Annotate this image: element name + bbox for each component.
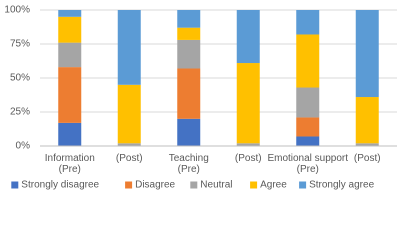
bar-segment bbox=[296, 87, 320, 118]
bar-segment bbox=[58, 16, 82, 43]
bar-segment bbox=[296, 136, 320, 146]
legend-swatch bbox=[190, 181, 198, 189]
y-tick-label: 0% bbox=[16, 141, 31, 152]
x-tick-label: Teaching (Pre) bbox=[169, 153, 209, 175]
bar-segment bbox=[58, 67, 82, 123]
y-tick-label: 50% bbox=[10, 73, 30, 84]
bar-segment bbox=[177, 39, 201, 69]
bar-segment bbox=[236, 63, 260, 144]
legend-swatch bbox=[250, 181, 258, 189]
x-tick-label: Information (Pre) bbox=[45, 153, 95, 175]
legend-swatch bbox=[299, 181, 307, 189]
x-tick-label: (Post) bbox=[235, 153, 262, 164]
bar-segment bbox=[177, 10, 201, 28]
y-tick-label: 25% bbox=[10, 107, 30, 118]
bar-segment bbox=[236, 10, 260, 64]
bar-segment bbox=[117, 10, 141, 85]
bar-segment bbox=[296, 117, 320, 137]
bar-segment bbox=[117, 84, 141, 144]
bar-segment bbox=[177, 27, 201, 40]
bar-segment bbox=[236, 143, 260, 146]
x-tick-label: Emotional support (Pre) bbox=[267, 153, 348, 175]
bar-segment bbox=[296, 34, 320, 88]
legend-swatch bbox=[125, 181, 133, 189]
x-tick-label: (Post) bbox=[116, 153, 143, 164]
y-tick-label: 75% bbox=[10, 39, 30, 50]
chart: 0% 25% 50% 75% 100% Information (Pre) (Post) Tea… bbox=[4, 5, 397, 191]
legend-label: Strongly disagree bbox=[21, 180, 99, 191]
bar-segment bbox=[58, 10, 82, 17]
bar-segment bbox=[117, 143, 141, 146]
bar-segment bbox=[355, 97, 379, 144]
legend-label: Agree bbox=[260, 180, 287, 191]
bar-segment bbox=[355, 143, 379, 146]
bar-segment bbox=[355, 10, 379, 98]
legend-label: Disagree bbox=[135, 180, 175, 191]
bar-segment bbox=[296, 10, 320, 35]
bar-segment bbox=[58, 122, 82, 146]
bar-segment bbox=[177, 68, 201, 119]
legend-label: Neutral bbox=[200, 180, 232, 191]
legend-label: Strongly agree bbox=[309, 180, 374, 191]
bar-segment bbox=[58, 42, 82, 68]
bar-segment bbox=[177, 118, 201, 146]
legend-swatch bbox=[11, 181, 19, 189]
x-tick-label: (Post) bbox=[354, 153, 381, 164]
y-tick-label: 100% bbox=[4, 5, 30, 16]
